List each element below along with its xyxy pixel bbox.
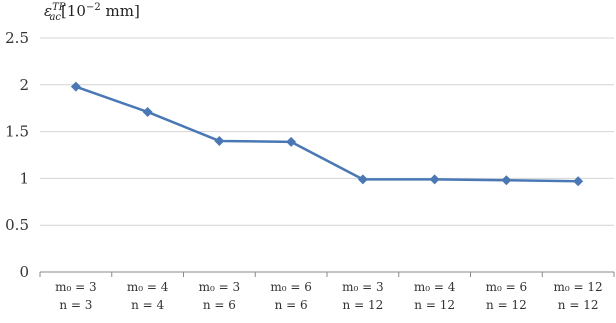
y-axis-label: εTPac[10−2 mm]	[44, 2, 140, 23]
data-point-marker	[286, 136, 297, 147]
series-line	[75, 85, 579, 183]
y-tick-label: 0	[19, 263, 29, 281]
x-tick-label-line1: m₀ = 3	[199, 280, 241, 294]
data-point-marker	[501, 175, 512, 186]
x-tick-label-line1: m₀ = 12	[554, 280, 603, 294]
x-tick-label-line2: n = 12	[486, 298, 527, 312]
x-tick-label-line2: n = 12	[558, 298, 599, 312]
y-axis-symbol: ε	[44, 2, 53, 20]
x-tick-label-line2: n = 6	[203, 298, 236, 312]
y-tick-label: 2.5	[5, 29, 29, 47]
y-axis-unit-exponent: −2	[85, 2, 101, 13]
x-tick-label-line1: m₀ = 6	[486, 280, 528, 294]
x-tick-label-line2: n = 12	[414, 298, 455, 312]
x-tick-label-line2: n = 6	[275, 298, 308, 312]
x-tick-labels: m₀ = 3 n = 3 m₀ = 4 n = 4 m₀ = 3 n = 6 m₀ = 6 n…	[55, 280, 603, 312]
gridlines	[39, 37, 615, 277]
data-point-marker	[429, 174, 440, 185]
y-axis-unit-prefix: [10	[61, 2, 86, 20]
x-tick-label-line2: n = 4	[131, 298, 164, 312]
y-tick-label: 0.5	[5, 216, 29, 234]
x-tick-label-line1: m₀ = 3	[55, 280, 97, 294]
y-axis-superscript: TP	[52, 2, 66, 13]
series-group	[70, 81, 584, 187]
x-tick-label-line1: m₀ = 3	[342, 280, 384, 294]
data-point-marker	[142, 106, 153, 117]
x-tick-label-line2: n = 12	[343, 298, 384, 312]
data-point-marker	[573, 176, 584, 187]
data-point-marker	[214, 135, 225, 146]
x-tick-label-line2: n = 3	[59, 298, 92, 312]
x-tick-label-line1: m₀ = 4	[127, 280, 169, 294]
y-axis-unit-suffix: mm]	[100, 2, 140, 20]
data-point-marker	[357, 174, 368, 185]
x-tick-label-line1: m₀ = 6	[270, 280, 312, 294]
y-axis-subscript: ac	[49, 12, 62, 23]
y-tick-label: 1.5	[5, 123, 29, 141]
data-point-marker	[70, 81, 81, 92]
y-tick-labels: 0 0.5 1 1.5 2 2.5	[5, 29, 29, 281]
y-tick-label: 2	[19, 76, 29, 94]
y-tick-label: 1	[19, 169, 29, 187]
x-tick-label-line1: m₀ = 4	[414, 280, 456, 294]
